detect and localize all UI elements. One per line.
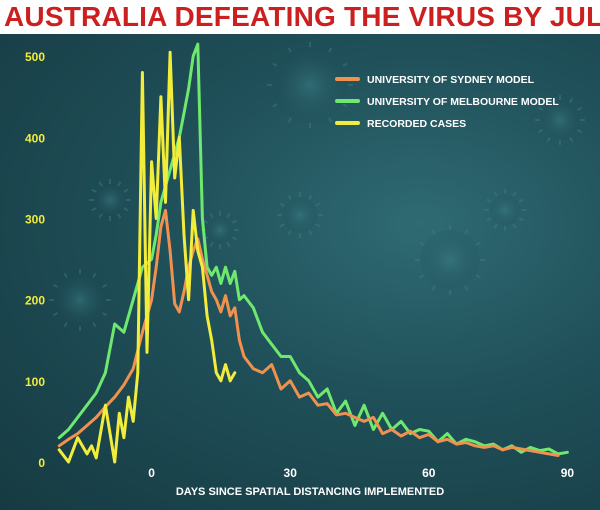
virus-background-decor — [49, 42, 585, 331]
virus-icon — [277, 192, 323, 238]
y-tick-label: 100 — [25, 375, 45, 389]
virus-icon — [89, 179, 131, 221]
virus-icon — [267, 42, 353, 128]
virus-icon — [415, 225, 485, 295]
series-lines — [57, 42, 569, 464]
x-axis-ticks: 0 30 60 90 — [148, 466, 574, 480]
virus-icon — [49, 269, 111, 331]
y-tick-label: 200 — [25, 294, 45, 308]
chart-title: AUSTRALIA DEFEATING THE VIRUS BY JULY — [4, 1, 600, 32]
x-tick-label: 90 — [561, 466, 575, 480]
legend: UNIVERSITY OF SYDNEY MODEL UNIVERSITY OF … — [335, 74, 559, 130]
virus-icon — [535, 95, 585, 145]
x-tick-label: 0 — [148, 466, 155, 480]
series-line-recorded-cases — [57, 50, 237, 464]
virus-icon — [484, 189, 526, 231]
y-tick-label: 400 — [25, 131, 45, 145]
virus-icon — [201, 211, 239, 249]
legend-label: UNIVERSITY OF SYDNEY MODEL — [367, 74, 535, 86]
y-tick-label: 300 — [25, 213, 45, 227]
legend-label: RECORDED CASES — [367, 118, 466, 130]
y-tick-label: 500 — [25, 50, 45, 64]
series-line-university-of-sydney-model — [57, 208, 560, 457]
y-tick-label: 0 — [38, 456, 45, 470]
x-tick-label: 30 — [284, 466, 298, 480]
legend-label: UNIVERSITY OF MELBOURNE MODEL — [367, 96, 559, 108]
y-axis-ticks: 0 100 200 300 400 500 — [25, 50, 45, 470]
x-axis-label: DAYS SINCE SPATIAL DISTANCING IMPLEMENTE… — [176, 486, 444, 498]
series-line-university-of-melbourne-model — [57, 42, 569, 456]
x-tick-label: 60 — [422, 466, 436, 480]
